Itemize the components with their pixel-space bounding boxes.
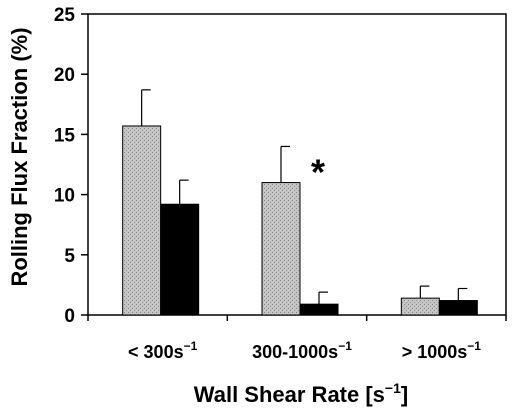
bar-s2-c2 xyxy=(299,303,339,316)
x-category-label-2: 300-1000s−1 xyxy=(252,339,352,362)
plot-area: 0 5 10 15 20 25 < 300s−1 300-1000s−1 > 1000s−1 * xyxy=(54,5,507,362)
y-tick-label-3: 15 xyxy=(54,125,76,146)
x-category-label-1: < 300s−1 xyxy=(128,339,198,362)
y-tick-label-0: 0 xyxy=(64,306,75,327)
x-axis-title: Wall Shear Rate [s−1] xyxy=(194,380,408,407)
bar-s1-c1 xyxy=(122,125,162,316)
x-category-label-3: > 1000s−1 xyxy=(402,339,482,362)
bar-s1-c3 xyxy=(400,297,440,316)
y-tick-label-5: 25 xyxy=(54,5,76,26)
y-tick-label-1: 5 xyxy=(64,246,75,267)
bar-s2-c1 xyxy=(160,203,200,316)
bar-s2-c3 xyxy=(438,300,478,316)
y-axis-title: Rolling Flux Fraction (%) xyxy=(7,27,32,286)
significance-marker-1: * xyxy=(311,151,325,192)
y-tick-label-4: 20 xyxy=(54,65,75,86)
bar-s1-c2 xyxy=(261,182,301,316)
y-tick-label-2: 10 xyxy=(54,186,75,207)
